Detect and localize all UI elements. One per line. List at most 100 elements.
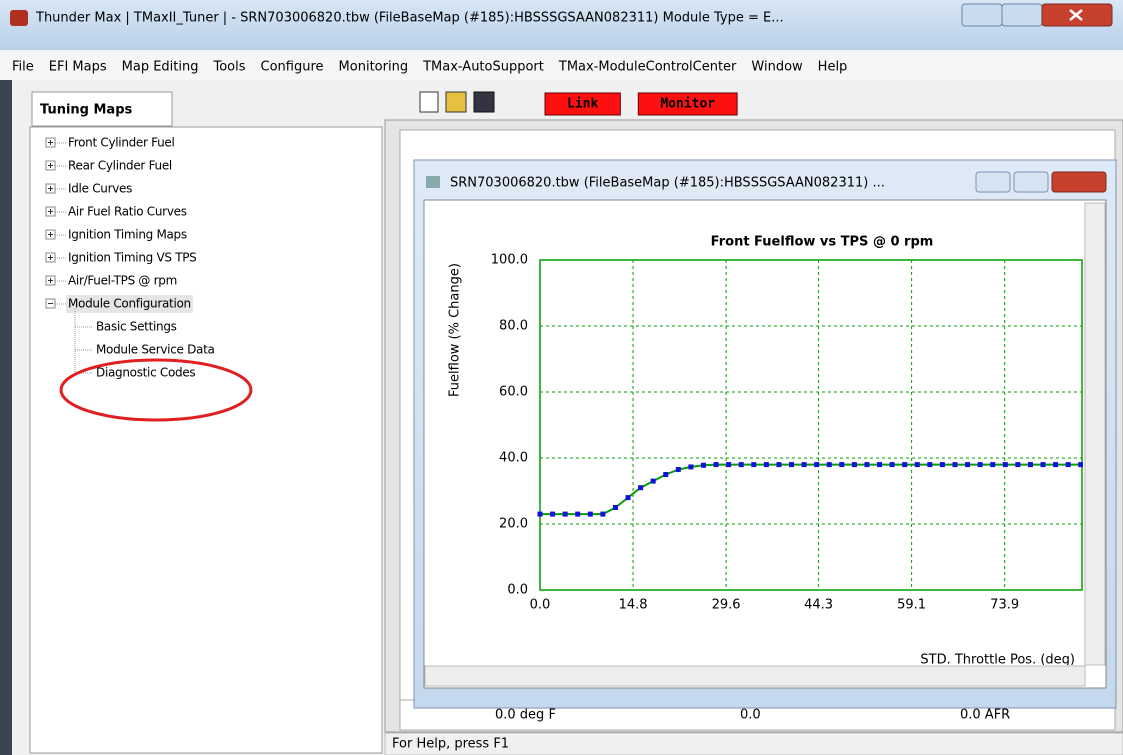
background-cell: 0.0 — [740, 708, 761, 723]
data-point — [839, 462, 845, 468]
menu-item[interactable]: Configure — [261, 60, 324, 75]
background-cell: 0.0 AFR — [960, 708, 1010, 723]
minimize-button[interactable] — [961, 3, 1003, 27]
data-point — [851, 462, 857, 468]
maximize-button[interactable] — [1001, 3, 1043, 27]
toolbar-button-label: Monitor — [660, 97, 715, 112]
data-point — [625, 495, 631, 501]
data-point — [537, 511, 543, 517]
tree-item[interactable]: Rear Cylinder Fuel — [68, 159, 172, 173]
y-tick-label: 20.0 — [499, 517, 528, 532]
data-point — [550, 511, 556, 517]
data-point — [638, 485, 644, 491]
tree-item[interactable]: Module Service Data — [96, 343, 215, 357]
data-point — [801, 462, 807, 468]
chart-client — [423, 199, 1107, 689]
data-point — [1027, 462, 1033, 468]
save-icon[interactable] — [473, 91, 495, 113]
h-scrollbar[interactable] — [424, 665, 1086, 687]
tree-item[interactable]: Basic Settings — [96, 320, 177, 334]
x-tick-label: 59.1 — [897, 598, 926, 613]
title-bar — [0, 0, 1123, 50]
data-point — [663, 472, 669, 477]
y-tick-label: 40.0 — [499, 451, 528, 466]
data-point — [738, 462, 744, 468]
chart-minimize[interactable] — [975, 171, 1011, 193]
background-cell: 0.0 deg F — [495, 708, 556, 723]
data-point — [726, 462, 732, 468]
plot-frame — [539, 259, 1083, 591]
data-point — [1065, 462, 1071, 468]
data-point — [889, 462, 895, 468]
data-point — [814, 462, 820, 468]
menu-item[interactable]: Tools — [213, 60, 246, 75]
data-point — [789, 462, 795, 468]
doc-icon — [426, 176, 440, 188]
tree-item[interactable]: Idle Curves — [68, 182, 132, 196]
left-edge — [0, 80, 12, 755]
close-icon — [1069, 9, 1083, 21]
tree-item[interactable]: Ignition Timing VS TPS — [68, 251, 197, 265]
tree-item[interactable]: Air Fuel Ratio Curves — [68, 205, 187, 219]
data-point — [927, 462, 933, 468]
data-point — [688, 464, 694, 470]
data-point — [977, 462, 983, 468]
data-point — [650, 478, 656, 484]
menu-item[interactable]: TMax-AutoSupport — [422, 60, 544, 75]
tree-item[interactable]: Module Configuration — [68, 297, 191, 311]
menu-item[interactable]: TMax-ModuleControlCenter — [558, 60, 737, 75]
tree-item[interactable]: Ignition Timing Maps — [68, 228, 187, 242]
data-point — [751, 462, 757, 468]
y-tick-label: 60.0 — [499, 385, 528, 400]
toolbar — [390, 84, 1123, 118]
data-point — [1053, 462, 1059, 468]
menu-bar — [0, 52, 1123, 80]
data-point — [600, 511, 606, 517]
data-point — [990, 462, 996, 468]
status-bar — [384, 732, 1123, 755]
toolbar-button-label: Link — [567, 97, 598, 112]
data-point — [763, 462, 769, 468]
menu-item[interactable]: Monitoring — [339, 60, 409, 75]
chart-window-title: SRN703006820.tbw (FileBaseMap (#185):HBS… — [450, 176, 885, 191]
x-tick-label: 44.3 — [804, 598, 833, 613]
chart-close[interactable] — [1051, 171, 1107, 193]
data-point — [826, 462, 832, 468]
data-point — [776, 462, 782, 468]
menu-item[interactable]: File — [12, 60, 34, 75]
new-icon[interactable] — [419, 91, 439, 113]
data-point — [965, 462, 971, 468]
menu-item[interactable]: Help — [818, 60, 848, 75]
data-point — [939, 462, 945, 468]
data-point — [675, 467, 681, 473]
data-point — [877, 462, 883, 468]
open-icon[interactable] — [445, 91, 467, 113]
toolbar-button[interactable] — [637, 92, 738, 116]
toolbar-button[interactable] — [544, 92, 621, 116]
data-point — [864, 462, 870, 468]
data-point — [1078, 462, 1083, 468]
tab-label: Tuning Maps — [40, 103, 133, 118]
y-tick-label: 0.0 — [507, 583, 528, 598]
chart-maximize[interactable] — [1013, 171, 1049, 193]
y-tick-label: 100.0 — [491, 253, 528, 268]
highlight-ellipse — [59, 358, 253, 422]
y-tick-label: 80.0 — [499, 319, 528, 334]
app-icon — [10, 10, 28, 26]
data-point — [952, 462, 958, 468]
menu-item[interactable]: Window — [751, 60, 803, 75]
tree-panel — [29, 126, 383, 754]
v-scrollbar[interactable] — [1084, 202, 1106, 666]
x-axis-label: STD. Throttle Pos. (deg) — [920, 653, 1075, 668]
tab[interactable] — [31, 91, 173, 127]
menu-item[interactable]: EFI Maps — [49, 60, 107, 75]
tree-item[interactable]: Air/Fuel-TPS @ rpm — [68, 274, 177, 288]
menu-item[interactable]: Map Editing — [122, 60, 199, 75]
tree-item[interactable]: Front Cylinder Fuel — [68, 136, 175, 150]
data-point — [700, 462, 706, 468]
data-point — [1040, 462, 1046, 468]
data-point — [587, 511, 593, 517]
chart-title: Front Fuelflow vs TPS @ 0 rpm — [711, 235, 934, 250]
tree-item[interactable]: Diagnostic Codes — [96, 366, 196, 380]
data-point — [902, 462, 908, 468]
